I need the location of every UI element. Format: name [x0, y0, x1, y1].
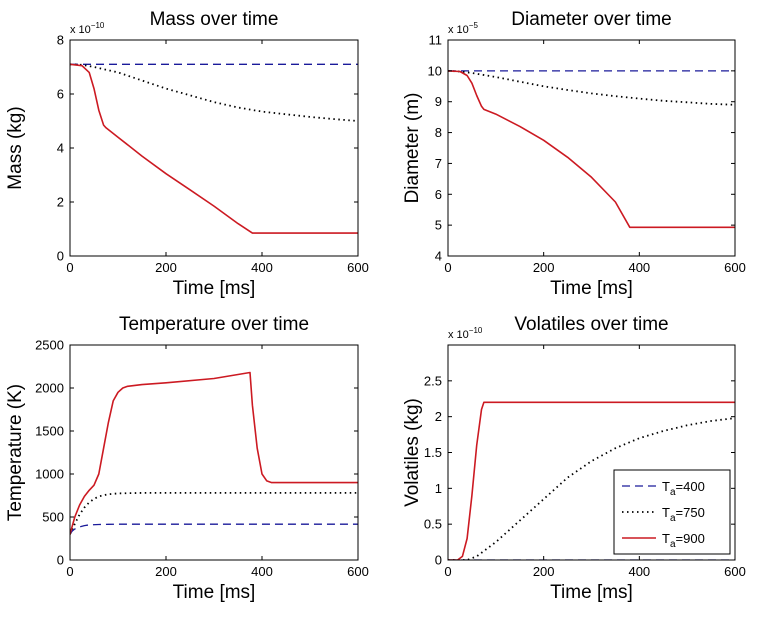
series-group [448, 70, 735, 229]
axis-multiplier: x 10−10 [70, 21, 105, 36]
y-tick-label: 0 [57, 553, 64, 568]
y-tick-label: 8 [435, 125, 442, 140]
y-axis-label: Mass (kg) [5, 106, 26, 189]
y-tick-label: 8 [57, 33, 64, 48]
series-group [448, 401, 735, 560]
y-tick-label: 1 [435, 481, 442, 496]
legend-label-a400: Ta=400 [662, 479, 705, 498]
y-tick-label: 2.5 [424, 373, 442, 388]
chart-title: Volatiles over time [514, 314, 668, 335]
y-tick-label: 4 [57, 141, 64, 156]
x-axis-label: Time [ms] [550, 278, 633, 299]
x-tick-label: 200 [533, 564, 555, 579]
y-tick-label: 1000 [35, 467, 64, 482]
axis-multiplier: x 10−10 [448, 326, 483, 341]
y-axis-label: Diameter (m) [402, 93, 423, 204]
axis-multiplier-exponent: −5 [469, 21, 479, 30]
x-axis-label: Time [ms] [173, 582, 256, 603]
chart-title: Mass over time [150, 9, 279, 30]
y-tick-label: 4 [435, 249, 442, 264]
axes-box [447, 39, 736, 257]
y-tick-label: 2500 [35, 338, 64, 353]
axis-multiplier-exponent: −10 [469, 326, 483, 335]
y-tick-label: 7 [435, 156, 442, 171]
y-tick-label: 0 [57, 249, 64, 264]
x-tick-label: 600 [347, 564, 369, 579]
x-tick-label: 600 [724, 564, 746, 579]
y-tick-label: 2 [57, 195, 64, 210]
y-tick-label: 2 [435, 409, 442, 424]
series-line-a900 [448, 401, 735, 560]
x-tick-label: 400 [251, 564, 273, 579]
x-tick-label: 600 [724, 260, 746, 275]
series-line-a900 [70, 63, 358, 234]
x-tick-label: 200 [155, 564, 177, 579]
x-tick-label: 200 [155, 260, 177, 275]
y-axis-label: Volatiles (kg) [402, 398, 423, 507]
series-line-a900 [70, 371, 358, 536]
chart-panel-1: 0 200 400 600 0 2 4 6 8 Mass over time Time [ms] Ma… [5, 9, 369, 299]
y-tick-label: 2000 [35, 381, 64, 396]
series-group [70, 371, 358, 536]
y-tick-label: 10 [428, 63, 442, 78]
x-axis-label: Time [ms] [550, 582, 633, 603]
y-tick-label: 0.5 [424, 517, 442, 532]
series-line-a750 [448, 70, 735, 106]
y-axis-label: Temperature (K) [5, 384, 26, 521]
y-tick-label: 6 [57, 87, 64, 102]
series-line-a750 [70, 63, 358, 122]
series-group [70, 63, 358, 234]
series-line-a400 [70, 523, 358, 535]
x-tick-label: 0 [444, 564, 451, 579]
axes-box [69, 344, 359, 561]
chart-panel-3: 0 200 400 600 0 500 1000 1500 2000 2500 Temperatur… [5, 314, 369, 603]
axes-box [69, 39, 359, 257]
x-tick-label: 600 [347, 260, 369, 275]
legend-label-a900: Ta=900 [662, 531, 705, 550]
x-tick-label: 0 [444, 260, 451, 275]
chart-panel-2: 0 200 400 600 4 5 6 7 8 9 10 11 Diameter over time Ti… [402, 9, 746, 299]
x-axis-label: Time [ms] [173, 278, 256, 299]
x-tick-label: 400 [628, 564, 650, 579]
axis-multiplier: x 10−5 [448, 21, 478, 36]
y-tick-label: 11 [429, 33, 443, 48]
series-line-a900 [448, 70, 735, 229]
y-tick-label: 1500 [35, 424, 64, 439]
x-tick-label: 0 [66, 564, 73, 579]
x-tick-label: 0 [66, 260, 73, 275]
y-tick-label: 6 [435, 187, 442, 202]
y-tick-label: 500 [42, 510, 64, 525]
series-line-a750 [70, 491, 358, 535]
legend-label-a750: Ta=750 [662, 505, 705, 524]
y-tick-label: 1.5 [424, 445, 442, 460]
legend: Ta=400 Ta=750 Ta=900 [613, 469, 731, 555]
y-tick-label: 0 [435, 553, 442, 568]
chart-title: Temperature over time [119, 314, 309, 335]
x-tick-label: 400 [628, 260, 650, 275]
chart-panel-4: 0 200 400 600 0 0.5 1 1.5 2 2.5 Volatiles over tim… [402, 314, 746, 603]
y-tick-label: 9 [435, 94, 442, 109]
x-tick-label: 400 [251, 260, 273, 275]
x-tick-label: 200 [533, 260, 555, 275]
y-tick-label: 5 [435, 218, 442, 233]
axis-multiplier-exponent: −10 [91, 21, 105, 30]
chart-title: Diameter over time [511, 9, 672, 30]
